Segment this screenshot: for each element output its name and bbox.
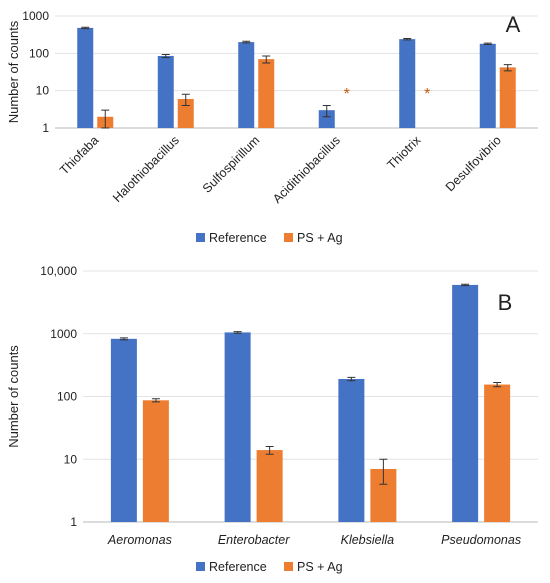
y-tick-label: 1000: [50, 327, 77, 341]
bar-ps-ag: [142, 400, 169, 522]
bar-reference: [452, 284, 479, 522]
legend: Reference PS + Ag: [196, 231, 343, 245]
category-label: Thiotrix: [384, 133, 423, 172]
absent-marker: *: [424, 86, 430, 103]
bar-reference: [77, 27, 94, 128]
y-tick-label: 10,000: [40, 264, 77, 278]
category-label: Desulfovibrio: [443, 133, 504, 194]
legend-swatch: [196, 562, 205, 571]
bar-ps-ag: [256, 450, 283, 522]
category-label: Acidithiobacillus: [270, 133, 343, 206]
y-tick-label: 100: [29, 46, 49, 60]
absent-marker: *: [344, 86, 350, 103]
error-bar: [262, 55, 271, 64]
error-bar: [242, 40, 251, 44]
y-tick-label: 10: [36, 84, 50, 98]
y-tick-label: 1000: [22, 9, 49, 23]
bar-ps-ag: [484, 384, 511, 522]
error-bar: [347, 376, 356, 382]
bar-reference: [110, 338, 137, 522]
y-tick-label: 10: [64, 452, 78, 466]
bar-reference: [157, 55, 174, 128]
category-label: Thiofaba: [57, 133, 101, 177]
error-bar: [119, 337, 128, 341]
error-bar: [493, 382, 502, 388]
bar-ps-ag: [177, 98, 194, 128]
bar-reference: [224, 332, 251, 522]
category-label: Halothiobacillus: [110, 133, 182, 205]
category-label: Enterobacter: [218, 533, 290, 547]
panel-label: A: [506, 12, 521, 37]
error-bar: [265, 445, 274, 455]
bar-reference: [318, 110, 335, 128]
legend: Reference PS + Ag: [196, 560, 343, 574]
panel-label: B: [498, 290, 513, 315]
bar-ps-ag: [258, 59, 275, 128]
legend-swatch: [284, 562, 293, 571]
error-bar: [403, 37, 412, 41]
y-tick-label: 1: [70, 515, 77, 529]
legend-entry: PS + Ag: [297, 231, 343, 245]
category-label: Klebsiella: [341, 533, 395, 547]
y-axis-label: Number of counts: [6, 20, 21, 123]
category-label: Aeromonas: [107, 533, 172, 547]
error-bar: [322, 105, 331, 118]
bar-ps-ag: [499, 67, 516, 128]
bar-reference: [238, 42, 255, 128]
bar-reference: [399, 39, 416, 128]
legend-entry: PS + Ag: [297, 560, 343, 574]
y-tick-label: 1: [42, 121, 49, 135]
legend-entry: Reference: [209, 560, 267, 574]
chart-panel-b: 1 10 100 1000 10,000 Number of counts B Aeromon…: [6, 264, 538, 574]
error-bar: [483, 42, 492, 46]
error-bar: [81, 26, 90, 30]
error-bar: [503, 64, 512, 72]
error-bar: [379, 458, 388, 485]
legend-entry: Reference: [209, 231, 267, 245]
category-label: Sulfospirillum: [200, 133, 262, 195]
error-bar: [151, 398, 160, 403]
legend-swatch: [196, 233, 205, 242]
error-bar: [461, 283, 470, 287]
error-bar: [233, 331, 242, 334]
error-bar: [181, 93, 190, 107]
category-label: Pseudomonas: [441, 533, 521, 547]
bar-reference: [338, 379, 365, 522]
error-bar: [161, 54, 170, 59]
y-axis-label: Number of counts: [6, 345, 21, 448]
y-tick-label: 100: [57, 390, 77, 404]
error-bar: [101, 109, 110, 129]
legend-swatch: [284, 233, 293, 242]
bar-reference: [479, 43, 496, 128]
